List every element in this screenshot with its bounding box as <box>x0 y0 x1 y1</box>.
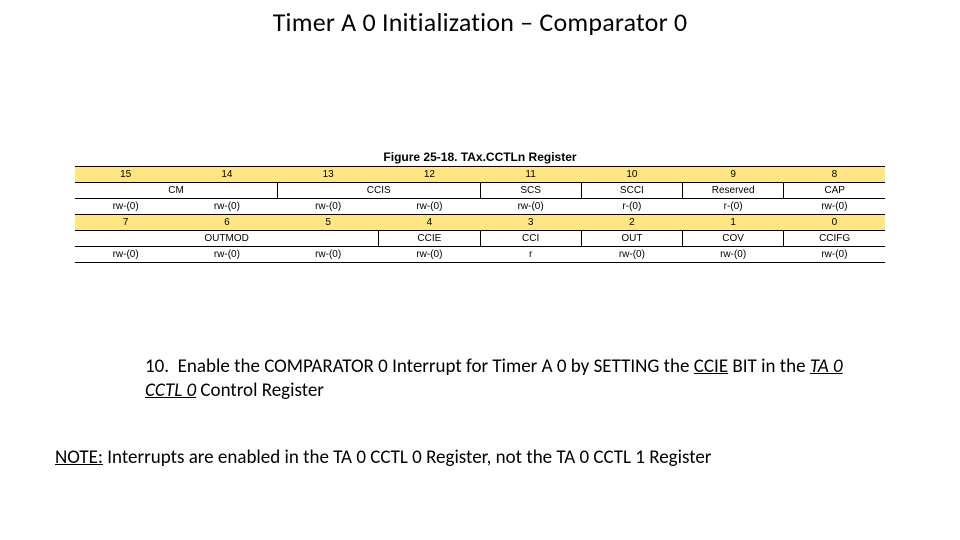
access-cell: r-(0) <box>683 199 784 215</box>
field-cell: CAP <box>784 183 885 199</box>
field-cell: OUT <box>581 231 682 247</box>
access-cell: rw-(0) <box>784 199 885 215</box>
access-row-high: rw-(0) rw-(0) rw-(0) rw-(0) rw-(0) r-(0)… <box>75 199 885 215</box>
ccie-underline: CCIE <box>694 355 728 378</box>
access-cell: rw-(0) <box>379 199 480 215</box>
bitnum-cell: 0 <box>784 215 885 231</box>
access-cell: rw-(0) <box>581 247 682 263</box>
bitnum-row-high: 15 14 13 12 11 10 9 8 <box>75 167 885 183</box>
step-mid: BIT in the <box>728 355 810 378</box>
access-cell: rw-(0) <box>75 199 176 215</box>
register-table: 15 14 13 12 11 10 9 8 CM CCIS SCS SCCI R… <box>75 166 885 263</box>
bitnum-cell: 8 <box>784 167 885 183</box>
field-cell: SCCI <box>581 183 682 199</box>
bitnum-cell: 12 <box>379 167 480 183</box>
note-text: NOTE: Interrupts are enabled in the TA 0… <box>55 446 925 470</box>
bitnum-cell: 14 <box>176 167 277 183</box>
field-cell: SCS <box>480 183 581 199</box>
step-pre: Enable the COMPARATOR 0 Interrupt for Ti… <box>178 355 694 378</box>
field-cell: OUTMOD <box>75 231 379 247</box>
step-text: 10. Enable the COMPARATOR 0 Interrupt fo… <box>145 355 845 403</box>
note-body: Interrupts are enabled in the TA 0 CCTL … <box>103 446 711 469</box>
access-cell: r <box>480 247 581 263</box>
field-cell: CCIS <box>278 183 481 199</box>
bitnum-cell: 4 <box>379 215 480 231</box>
field-row-high: CM CCIS SCS SCCI Reserved CAP <box>75 183 885 199</box>
step-tail: Control Register <box>196 379 324 402</box>
bitnum-cell: 6 <box>176 215 277 231</box>
access-cell: rw-(0) <box>176 247 277 263</box>
field-cell: CM <box>75 183 278 199</box>
access-cell: rw-(0) <box>278 247 379 263</box>
field-row-low: OUTMOD CCIE CCI OUT COV CCIFG <box>75 231 885 247</box>
bitnum-cell: 11 <box>480 167 581 183</box>
field-cell: CCIE <box>379 231 480 247</box>
access-cell: rw-(0) <box>683 247 784 263</box>
field-cell: CCIFG <box>784 231 885 247</box>
note-label: NOTE: <box>55 446 103 469</box>
bitnum-cell: 13 <box>278 167 379 183</box>
access-cell: r-(0) <box>581 199 682 215</box>
bitnum-cell: 1 <box>683 215 784 231</box>
access-cell: rw-(0) <box>278 199 379 215</box>
bitnum-cell: 3 <box>480 215 581 231</box>
register-figure: Figure 25-18. TAx.CCTLn Register 15 14 1… <box>75 150 885 263</box>
page-title: Timer A 0 Initialization – Comparator 0 <box>0 0 960 38</box>
bitnum-cell: 5 <box>278 215 379 231</box>
figure-caption: Figure 25-18. TAx.CCTLn Register <box>75 150 885 164</box>
field-cell: COV <box>683 231 784 247</box>
bitnum-cell: 9 <box>683 167 784 183</box>
access-cell: rw-(0) <box>784 247 885 263</box>
access-row-low: rw-(0) rw-(0) rw-(0) rw-(0) r rw-(0) rw-… <box>75 247 885 263</box>
step-number: 10. <box>145 355 169 378</box>
bitnum-cell: 10 <box>581 167 682 183</box>
bitnum-row-low: 7 6 5 4 3 2 1 0 <box>75 215 885 231</box>
access-cell: rw-(0) <box>75 247 176 263</box>
access-cell: rw-(0) <box>480 199 581 215</box>
access-cell: rw-(0) <box>176 199 277 215</box>
bitnum-cell: 7 <box>75 215 176 231</box>
bitnum-cell: 15 <box>75 167 176 183</box>
field-cell: Reserved <box>683 183 784 199</box>
bitnum-cell: 2 <box>581 215 682 231</box>
field-cell: CCI <box>480 231 581 247</box>
access-cell: rw-(0) <box>379 247 480 263</box>
